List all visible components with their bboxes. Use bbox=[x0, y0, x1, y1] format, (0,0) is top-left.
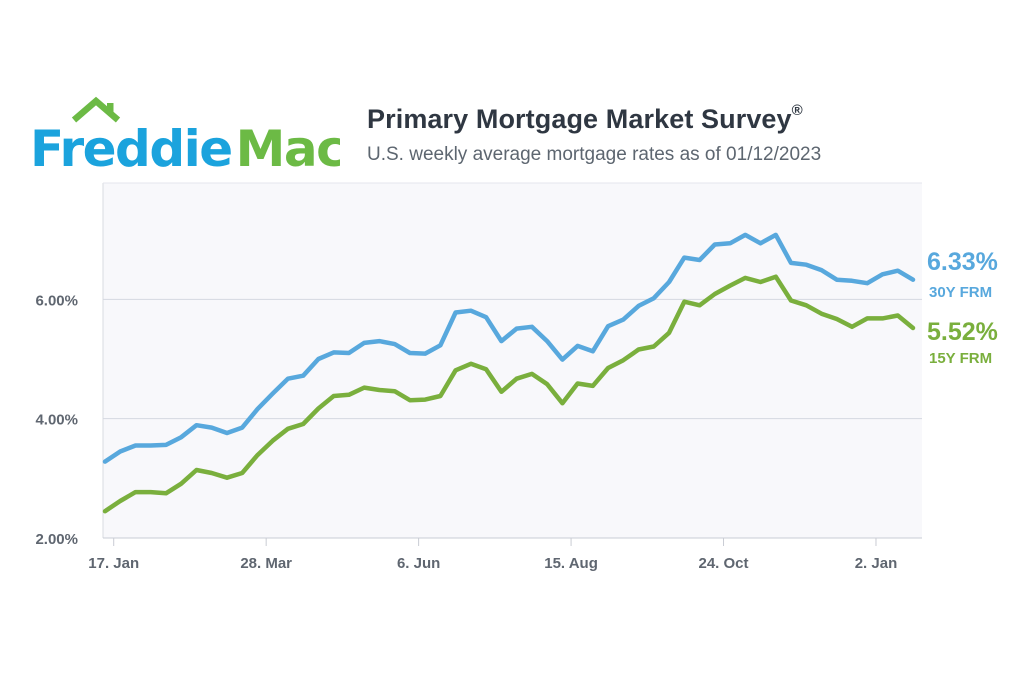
y-axis: 2.00% 4.00% 6.00% bbox=[35, 292, 78, 548]
svg-text:FreddieMac: FreddieMac bbox=[30, 120, 340, 176]
series-name-label: 15Y FRM bbox=[929, 350, 992, 367]
registered-mark: ® bbox=[791, 102, 803, 119]
chart-subtitle: U.S. weekly average mortgage rates as of… bbox=[367, 144, 822, 165]
x-tick-label: 28. Mar bbox=[240, 555, 292, 572]
logo-word-freddie: Freddie bbox=[30, 120, 232, 176]
x-tick-label: 2. Jan bbox=[855, 555, 898, 572]
x-tick-label: 17. Jan bbox=[88, 555, 139, 572]
series-lines bbox=[102, 232, 916, 514]
series-line-15y-frm bbox=[102, 274, 916, 514]
chart-title: Primary Mortgage Market Survey® bbox=[367, 102, 803, 134]
x-tick-label: 6. Jun bbox=[397, 555, 440, 572]
y-tick-label: 4.00% bbox=[35, 412, 78, 429]
x-tick-label: 24. Oct bbox=[699, 555, 749, 572]
series-line-30y-frm bbox=[102, 232, 916, 464]
plot-background bbox=[103, 183, 922, 538]
plot-area bbox=[102, 182, 922, 538]
x-axis: 17. Jan 28. Mar 6. Jun 15. Aug 24. Oct 2. Jan bbox=[88, 537, 922, 572]
y-tick-label: 2.00% bbox=[35, 531, 78, 548]
end-labels: 6.33% 30Y FRM 5.52% 15Y FRM bbox=[927, 248, 998, 367]
freddie-mac-logo: FreddieMac bbox=[30, 96, 340, 176]
logo-word-mac: Mac bbox=[236, 120, 340, 176]
end-label-value: 5.52% bbox=[927, 318, 998, 346]
end-label-value: 6.33% bbox=[927, 248, 998, 276]
series-name-label: 30Y FRM bbox=[929, 284, 992, 301]
x-tick-label: 15. Aug bbox=[544, 555, 598, 572]
chart-header: Primary Mortgage Market Survey® U.S. wee… bbox=[367, 102, 967, 166]
y-tick-label: 6.00% bbox=[35, 292, 78, 309]
